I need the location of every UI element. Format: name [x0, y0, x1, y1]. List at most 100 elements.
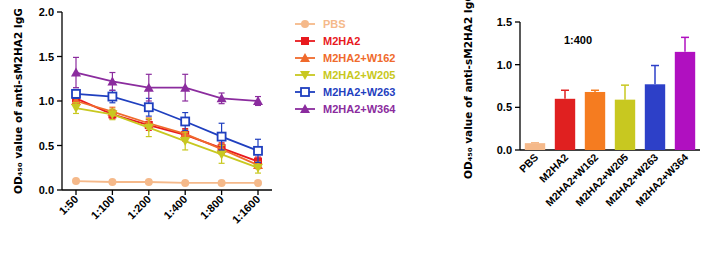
y-axis-title: OD₄₅₀ value of anti-sM2HA2 IgG — [12, 8, 24, 194]
x-tick-label: PBS — [517, 151, 541, 175]
x-tick-label: M2HA2+W364 — [633, 151, 690, 208]
x-axis: 1:501:1001:2001:4001:8001:1600 — [56, 190, 272, 226]
line — [76, 108, 258, 168]
y-tick — [57, 145, 62, 146]
error-bar — [621, 85, 629, 100]
y-tick-label: 1.0 — [497, 59, 512, 71]
x-tick-label: 1:1600 — [230, 193, 263, 226]
marker — [180, 83, 190, 92]
bar — [585, 92, 605, 150]
y-tick-label: 1.5 — [39, 51, 54, 63]
marker — [71, 68, 81, 77]
legend-label: M2HA2+W263 — [323, 86, 395, 98]
marker — [180, 137, 190, 146]
marker — [72, 177, 80, 185]
marker — [107, 110, 117, 119]
y-tick-label: 0.0 — [39, 184, 54, 196]
legend-item: M2HA2+W364 — [295, 103, 396, 115]
chart: 0.00.51.01.52.01:501:1001:2001:4001:8001… — [0, 0, 710, 266]
plot-area — [525, 37, 695, 150]
bar — [645, 84, 665, 150]
marker — [181, 179, 189, 187]
error-bar — [182, 113, 188, 131]
legend-label: M2HA2+W162 — [323, 52, 395, 64]
error-bar — [681, 37, 689, 52]
marker — [254, 147, 262, 155]
axis-line — [519, 22, 520, 150]
x-tick-label: 1:200 — [125, 193, 153, 221]
series — [71, 96, 263, 169]
marker — [301, 37, 309, 45]
x-tick — [185, 190, 186, 195]
y-tick — [57, 11, 62, 12]
error-bar — [73, 89, 79, 98]
x-tick-label: 1:50 — [56, 193, 80, 217]
series — [72, 89, 262, 162]
x-tick-label: 1:100 — [88, 193, 116, 221]
y-axis: 0.00.51.01.52.0 — [39, 6, 62, 196]
y-tick — [515, 64, 520, 65]
marker — [301, 88, 309, 96]
y-axis: 0.00.51.01.5 — [497, 16, 520, 156]
error-bar — [109, 90, 115, 102]
line — [76, 181, 258, 183]
bar — [615, 100, 635, 150]
line — [76, 98, 258, 161]
legend-item: M2HA2+W162 — [295, 52, 395, 64]
legend: PBSM2HA2M2HA2+W162M2HA2+W205M2HA2+W263M2… — [295, 18, 396, 115]
plot-area — [71, 57, 263, 186]
marker — [72, 90, 80, 98]
marker — [217, 150, 227, 159]
marker — [300, 71, 310, 80]
x-tick — [257, 190, 258, 195]
legend-item: M2HA2+W263 — [295, 86, 395, 98]
series — [72, 94, 262, 166]
marker — [218, 133, 226, 141]
marker — [144, 124, 154, 133]
marker — [71, 104, 81, 113]
line — [76, 94, 258, 151]
chart-root: 0.00.51.01.52.01:501:1001:2001:4001:8001… — [0, 0, 710, 266]
x-tick — [75, 190, 76, 195]
error-bar — [255, 139, 261, 162]
axis-line — [520, 149, 700, 150]
y-tick — [515, 149, 520, 150]
marker — [145, 178, 153, 186]
y-tick-label: 0.5 — [39, 140, 54, 152]
series — [71, 103, 263, 173]
y-tick-label: 0.5 — [497, 101, 512, 113]
y-tick — [515, 107, 520, 108]
marker — [144, 83, 154, 92]
error-bar — [561, 90, 569, 99]
marker — [253, 96, 263, 105]
error-bar — [531, 142, 539, 143]
legend-label: M2HA2+W364 — [323, 103, 396, 115]
legend-item: PBS — [295, 18, 346, 30]
marker — [217, 93, 227, 102]
y-tick — [57, 56, 62, 57]
marker — [218, 179, 226, 187]
marker — [300, 104, 310, 113]
marker — [300, 53, 310, 62]
y-tick-label: 0.0 — [497, 144, 512, 156]
error-bar — [219, 123, 225, 150]
marker — [254, 179, 262, 187]
line — [76, 73, 258, 101]
marker — [107, 76, 117, 85]
y-axis-title: OD₄₅₀ value of anti-sM2HA2 IgG — [462, 0, 474, 179]
y-tick — [57, 100, 62, 101]
series — [71, 57, 263, 105]
error-bar — [651, 66, 659, 85]
bar — [555, 99, 575, 150]
bar — [525, 143, 545, 150]
title: 1:400 — [564, 34, 592, 46]
legend-label: M2HA2+W205 — [323, 69, 395, 81]
error-bar — [591, 90, 599, 92]
legend-item: M2HA2+W205 — [295, 69, 395, 81]
marker — [253, 164, 263, 173]
bar — [675, 52, 695, 150]
x-tick — [148, 190, 149, 195]
error-bar — [146, 98, 152, 116]
marker — [108, 178, 116, 186]
marker — [145, 103, 153, 111]
